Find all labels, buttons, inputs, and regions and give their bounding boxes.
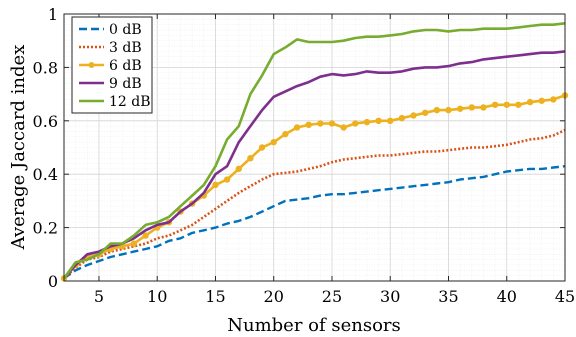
data-point-6-db	[352, 120, 359, 127]
series-line-12-db	[62, 22, 566, 280]
y-tick-label: 0	[48, 272, 58, 291]
data-point-6-db	[305, 121, 312, 129]
y-tick-label: 0.6	[33, 112, 58, 131]
data-point-6-db	[375, 117, 382, 124]
data-point-6-db	[387, 117, 394, 124]
legend-label: 3 dB	[109, 40, 142, 56]
x-tick-label: 25	[322, 287, 342, 306]
data-point-6-db	[491, 101, 499, 108]
data-point-6-db	[293, 124, 301, 131]
data-point-6-db	[270, 138, 277, 146]
legend: 0 dB 3 dB 6 dB 9 dB 12 dB	[71, 16, 153, 114]
data-point-6-db	[398, 114, 406, 122]
tick-labels: 5 10 15 20 25 30 35 40 45 0 0.2 0.4 0.6 0.8 1	[33, 5, 576, 306]
major-grid	[64, 13, 566, 282]
legend-label: 12 dB	[109, 94, 151, 110]
data-point-6-db	[235, 165, 242, 173]
y-tick-label: 0.8	[33, 58, 58, 77]
x-tick-label: 40	[497, 287, 517, 306]
legend-label: 0 dB	[109, 22, 142, 38]
data-point-6-db	[503, 101, 510, 108]
data-point-6-db	[515, 101, 522, 108]
data-point-6-db	[317, 120, 324, 127]
data-point-6-db	[468, 104, 475, 111]
x-tick-label: 5	[94, 287, 104, 306]
x-tick-label: 15	[205, 287, 225, 306]
data-point-6-db	[410, 112, 417, 119]
series-layer	[60, 22, 569, 282]
data-point-6-db	[445, 106, 452, 114]
x-tick-label: 35	[438, 287, 458, 306]
y-tick-label: 0.2	[33, 219, 58, 238]
legend-label: 6 dB	[109, 58, 142, 74]
y-tick-label: 0.4	[33, 165, 58, 184]
data-point-6-db	[130, 240, 138, 247]
data-point-6-db	[526, 98, 534, 106]
y-axis-title: Average Jaccard index	[8, 45, 29, 251]
x-tick-label: 30	[380, 287, 400, 306]
data-point-6-db	[340, 124, 347, 131]
data-point-6-db	[142, 232, 149, 239]
x-tick-label: 20	[264, 287, 284, 306]
series-line-9-db	[63, 50, 566, 280]
x-tick-label: 45	[555, 287, 575, 306]
data-point-6-db	[212, 181, 219, 189]
data-point-6-db	[433, 106, 441, 114]
data-point-6-db	[328, 120, 336, 127]
plot-frame	[63, 13, 566, 282]
y-tick-label: 1	[48, 5, 58, 24]
data-point-6-db	[282, 130, 289, 138]
data-point-6-db	[421, 109, 429, 116]
data-point-6-db	[258, 144, 266, 151]
series-line-0-db	[63, 165, 566, 280]
legend-marker	[88, 62, 95, 68]
legend-label: 9 dB	[109, 76, 142, 92]
data-point-6-db	[480, 104, 487, 111]
x-axis-title: Number of sensors	[227, 315, 401, 336]
data-point-6-db	[456, 105, 464, 112]
series-line-3-db	[63, 128, 566, 280]
data-point-6-db	[247, 154, 254, 162]
data-point-6-db	[550, 96, 557, 103]
x-tick-label: 10	[147, 287, 167, 306]
data-point-6-db	[223, 176, 231, 183]
data-point-6-db	[538, 97, 545, 104]
data-point-6-db	[363, 118, 371, 126]
axis-ticks	[64, 13, 566, 282]
